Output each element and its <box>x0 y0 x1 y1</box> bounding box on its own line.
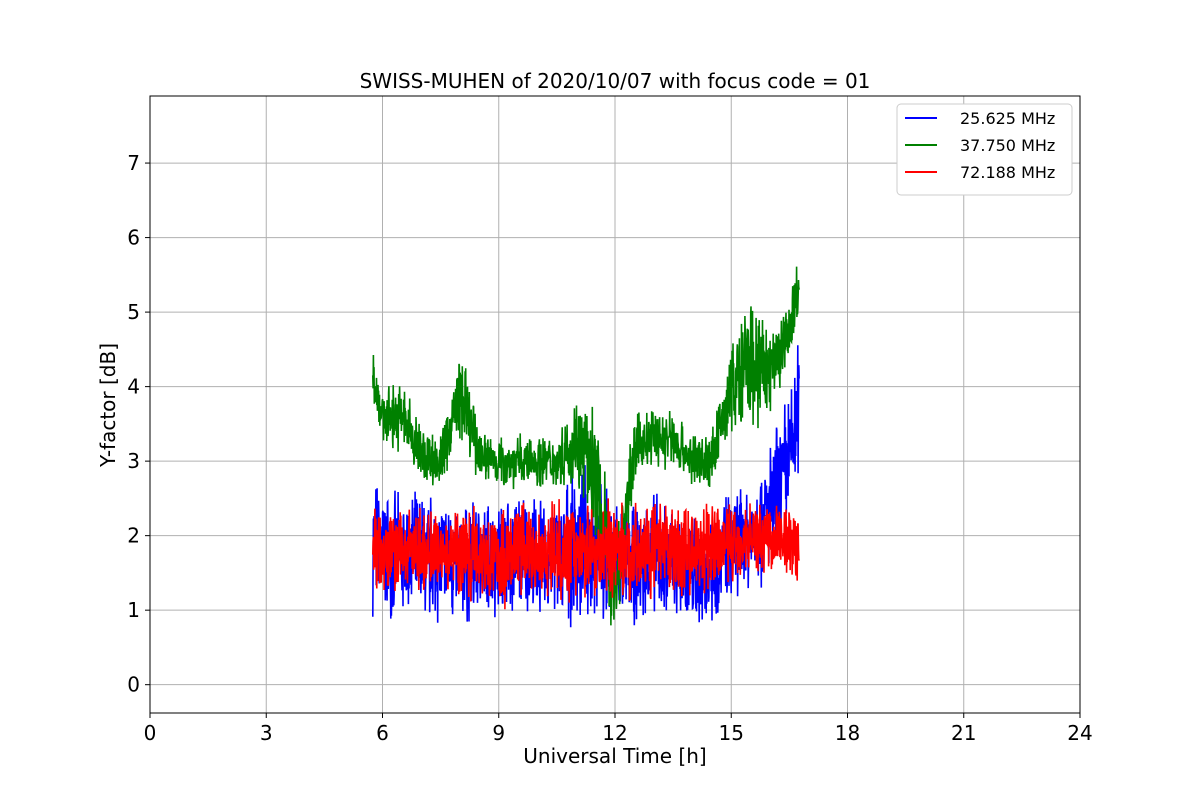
y-tick-label: 5 <box>127 300 140 324</box>
y-tick-label: 2 <box>127 524 140 548</box>
y-tick-label: 3 <box>127 449 140 473</box>
series-line <box>372 498 800 610</box>
x-tick-label: 24 <box>1067 721 1092 745</box>
plot-series <box>372 266 800 628</box>
x-tick-label: 21 <box>951 721 976 745</box>
x-tick-label: 6 <box>376 721 389 745</box>
x-axis-label: Universal Time [h] <box>523 744 706 768</box>
y-tick-label: 0 <box>127 673 140 697</box>
y-tick-label: 1 <box>127 598 140 622</box>
x-tick-label: 9 <box>492 721 505 745</box>
x-tick-label: 15 <box>719 721 744 745</box>
x-tick-label: 12 <box>602 721 627 745</box>
legend-label: 37.750 MHz <box>960 136 1055 155</box>
legend-label: 72.188 MHz <box>960 163 1055 182</box>
x-tick-label: 18 <box>835 721 860 745</box>
legend-label: 25.625 MHz <box>960 109 1055 128</box>
legend-box <box>896 103 1073 196</box>
legend: 25.625 MHz 37.750 MHz 72.188 MHz <box>896 103 1073 196</box>
y-tick-label: 4 <box>127 375 140 399</box>
y-tick-label: 7 <box>127 151 140 175</box>
chart-title: SWISS-MUHEN of 2020/10/07 with focus cod… <box>360 69 871 93</box>
y-axis-label: Y-factor [dB] <box>96 343 120 468</box>
y-tick-label: 6 <box>127 226 140 250</box>
x-tick-label: 0 <box>144 721 157 745</box>
x-tick-label: 3 <box>260 721 273 745</box>
series-line <box>372 266 800 626</box>
